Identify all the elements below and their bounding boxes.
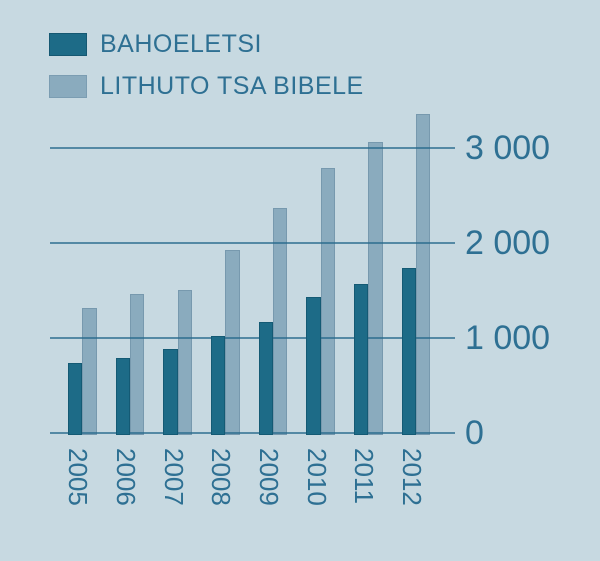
gridline-3000 — [50, 147, 455, 149]
x-tick-label-2005: 2005 — [63, 448, 94, 506]
y-tick-label-2000: 2 000 — [465, 224, 551, 262]
legend-label-bahoeletsi: BAHOELETSI — [100, 30, 262, 58]
legend-swatch-bahoeletsi — [49, 33, 87, 56]
gridline-2000 — [50, 242, 455, 244]
bar-2009-lithuto — [272, 208, 288, 435]
y-tick-label-1000: 1 000 — [465, 319, 551, 357]
x-tick-label-2008: 2008 — [206, 448, 237, 506]
bar-2012-lithuto — [415, 114, 431, 435]
x-tick-label-2006: 2006 — [110, 448, 141, 506]
bar-2007-bahoeletsi — [163, 349, 178, 435]
legend-label-lithuto-tsa-bibele: LITHUTO TSA BIBELE — [100, 72, 364, 100]
x-tick-label-2007: 2007 — [158, 448, 189, 506]
bar-2006-lithuto — [129, 294, 145, 435]
x-tick-label-2012: 2012 — [396, 448, 427, 506]
bar-2008-lithuto — [225, 249, 240, 435]
legend-item-bahoeletsi: BAHOELETSI — [49, 30, 262, 58]
x-axis-line — [50, 432, 455, 434]
bar-2012-bahoeletsi — [401, 268, 416, 435]
x-tick-label-2011: 2011 — [349, 448, 380, 504]
legend-item-lithuto-tsa-bibele: LITHUTO TSA BIBELE — [49, 72, 364, 100]
bar-2011-bahoeletsi — [354, 283, 369, 435]
bar-2009-bahoeletsi — [258, 322, 273, 435]
bar-2011-lithuto — [368, 141, 383, 435]
bar-2005-bahoeletsi — [68, 362, 83, 435]
gridline-1000 — [50, 337, 455, 339]
bar-2005-lithuto — [82, 307, 97, 435]
bar-2010-lithuto — [320, 168, 335, 435]
x-tick-label-2009: 2009 — [253, 448, 284, 506]
bar-2010-bahoeletsi — [306, 297, 321, 435]
x-tick-label-2010: 2010 — [301, 448, 332, 506]
y-tick-label-0: 0 — [465, 414, 484, 452]
bar-2006-bahoeletsi — [115, 358, 130, 435]
legend-swatch-lithuto-tsa-bibele — [49, 75, 87, 98]
bar-2007-lithuto — [177, 289, 192, 435]
y-tick-label-3000: 3 000 — [465, 129, 551, 167]
bar-2008-bahoeletsi — [211, 336, 226, 435]
